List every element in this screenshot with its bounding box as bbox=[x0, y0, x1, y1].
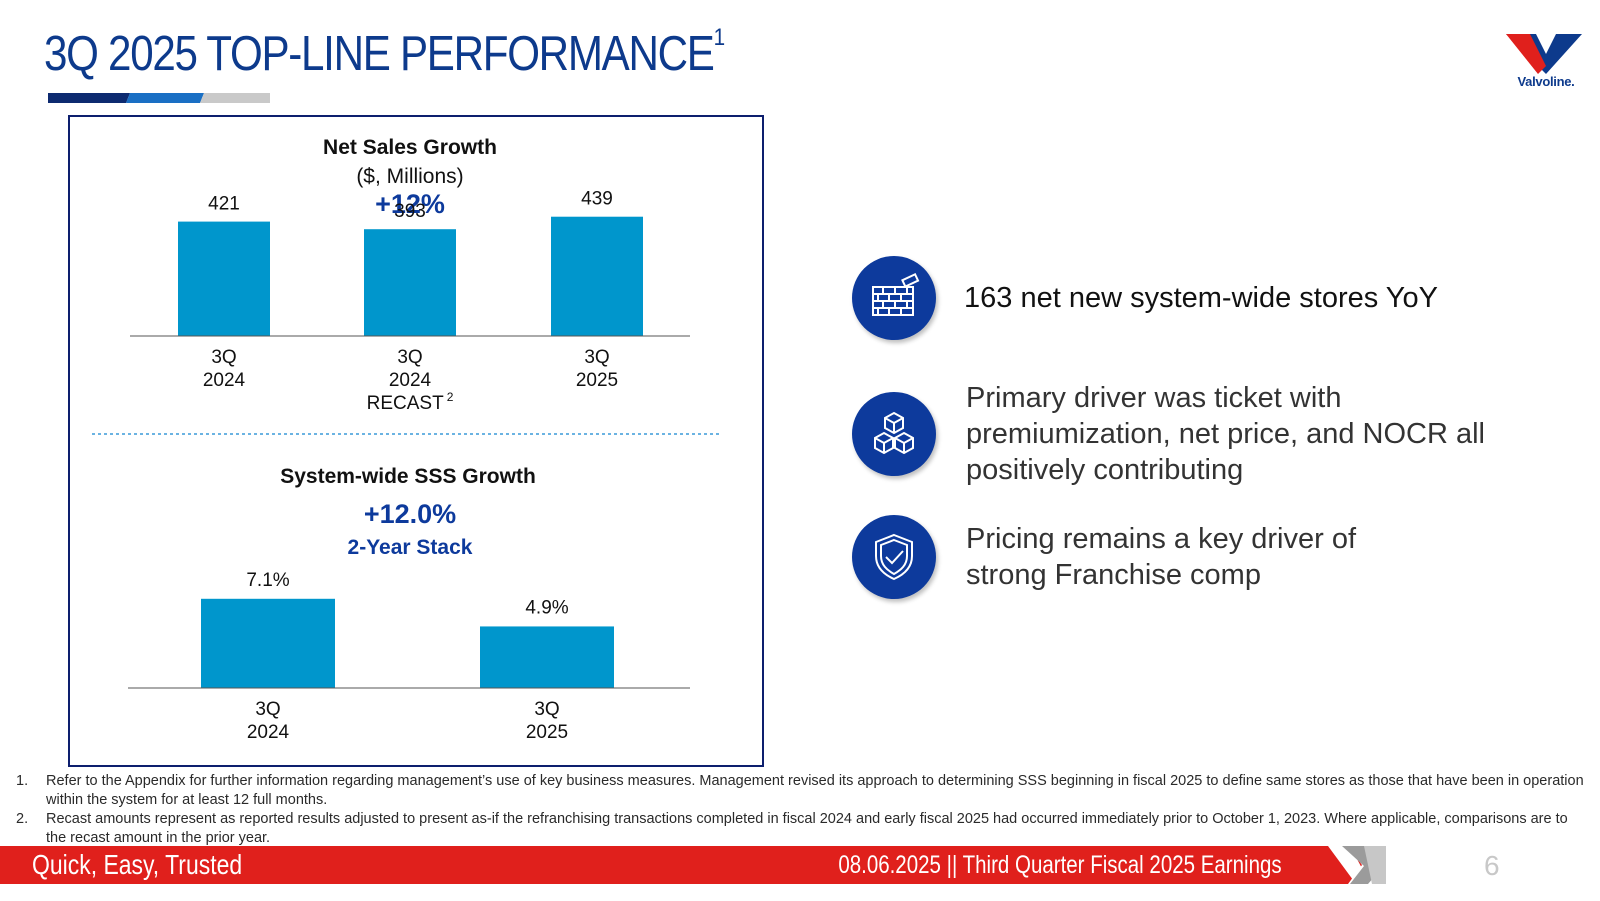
chart1-category-label: 3Q bbox=[584, 347, 609, 368]
footnote-1: 1. Refer to the Appendix for further inf… bbox=[16, 773, 1584, 808]
chart1-value-label: 421 bbox=[208, 194, 240, 215]
chart1-category-label: 3Q bbox=[211, 347, 236, 368]
chart2-bar bbox=[480, 626, 614, 688]
chart1-value-label: 393 bbox=[394, 201, 426, 222]
footer-bar bbox=[0, 846, 1330, 884]
sss-chart: System-wide SSS Growth +12.0% 2-Year Stack… bbox=[128, 465, 690, 743]
footer-tagline: Quick, Easy, Trusted bbox=[32, 849, 243, 880]
footer-separator: || bbox=[946, 851, 958, 879]
footnote-2: 2. Recast amounts represent as reported … bbox=[16, 811, 1568, 846]
page-title: 3Q 2025 TOP-LINE PERFORMANCE1 bbox=[44, 24, 725, 81]
shield-check-icon bbox=[852, 515, 936, 599]
chart2-value-label: 4.9% bbox=[525, 597, 568, 618]
highlight-driver-text: Primary driver was ticket with premiumiz… bbox=[966, 382, 1485, 486]
chart1-category-label: 3Q bbox=[397, 347, 422, 368]
boxes-icon bbox=[852, 392, 936, 476]
chart1-bar bbox=[178, 221, 270, 336]
brick-wall-icon bbox=[852, 256, 936, 340]
chart1-category-label: 2024 bbox=[203, 370, 246, 391]
chart1-growth: +12% bbox=[375, 189, 445, 219]
chart2-growth-note: 2-Year Stack bbox=[348, 536, 473, 559]
title-footnote-marker: 1 bbox=[713, 24, 725, 51]
chart2-category-label: 2025 bbox=[526, 722, 568, 743]
chart2-value-label: 7.1% bbox=[246, 570, 289, 591]
chart1-bar bbox=[551, 216, 643, 336]
footer-date: 08.06.2025 bbox=[838, 851, 942, 879]
valvoline-logo bbox=[1506, 34, 1582, 74]
footer-chevron-decoration bbox=[1320, 846, 1386, 884]
highlight-stores-text: 163 net new system-wide stores YoY bbox=[964, 282, 1438, 314]
page-number: 6 bbox=[1484, 850, 1500, 881]
chart1-category-label: 2024 bbox=[389, 370, 432, 391]
chart2-growth: +12.0% bbox=[364, 499, 456, 529]
highlight-pricing: Pricing remains a key driver of strong F… bbox=[852, 515, 1426, 599]
chart1-subtitle: ($, Millions) bbox=[356, 165, 463, 188]
highlight-driver: Primary driver was ticket with premiumiz… bbox=[852, 380, 1526, 488]
chart1-category-footnote: 2 bbox=[447, 390, 454, 404]
charts-svg: Net Sales Growth($, Millions)+12%4213Q20… bbox=[92, 136, 722, 743]
chart1-category-label: 2025 bbox=[576, 370, 618, 391]
footnotes: 1. Refer to the Appendix for further inf… bbox=[16, 772, 1586, 848]
chart2-category-label: 3Q bbox=[534, 699, 559, 720]
footer-event-title: Third Quarter Fiscal 2025 Earnings bbox=[962, 851, 1282, 879]
footer-event: 08.06.2025 || Third Quarter Fiscal 2025 … bbox=[839, 851, 1282, 880]
highlight-stores: 163 net new system-wide stores YoY bbox=[852, 256, 1438, 340]
chart2-category-label: 2024 bbox=[247, 722, 290, 743]
net-sales-chart: Net Sales Growth($, Millions)+12%4213Q20… bbox=[130, 136, 690, 414]
charts-panel: Net Sales Growth ($, Millions) +12% 421 3Q 20… bbox=[68, 115, 764, 767]
chart2-category-label: 3Q bbox=[255, 699, 280, 720]
chart1-value-label: 439 bbox=[581, 189, 613, 210]
chart2-title: System-wide SSS Growth bbox=[280, 465, 536, 488]
chart1-title: Net Sales Growth bbox=[323, 136, 497, 159]
chart1-bar bbox=[364, 229, 456, 336]
highlight-pricing-text: Pricing remains a key driver of strong F… bbox=[966, 523, 1357, 591]
title-underline bbox=[48, 93, 270, 103]
logo-wordmark: Valvoline. bbox=[1517, 74, 1575, 89]
chart1-category-label: RECAST 2 bbox=[367, 390, 454, 414]
chart2-bar bbox=[201, 598, 335, 688]
